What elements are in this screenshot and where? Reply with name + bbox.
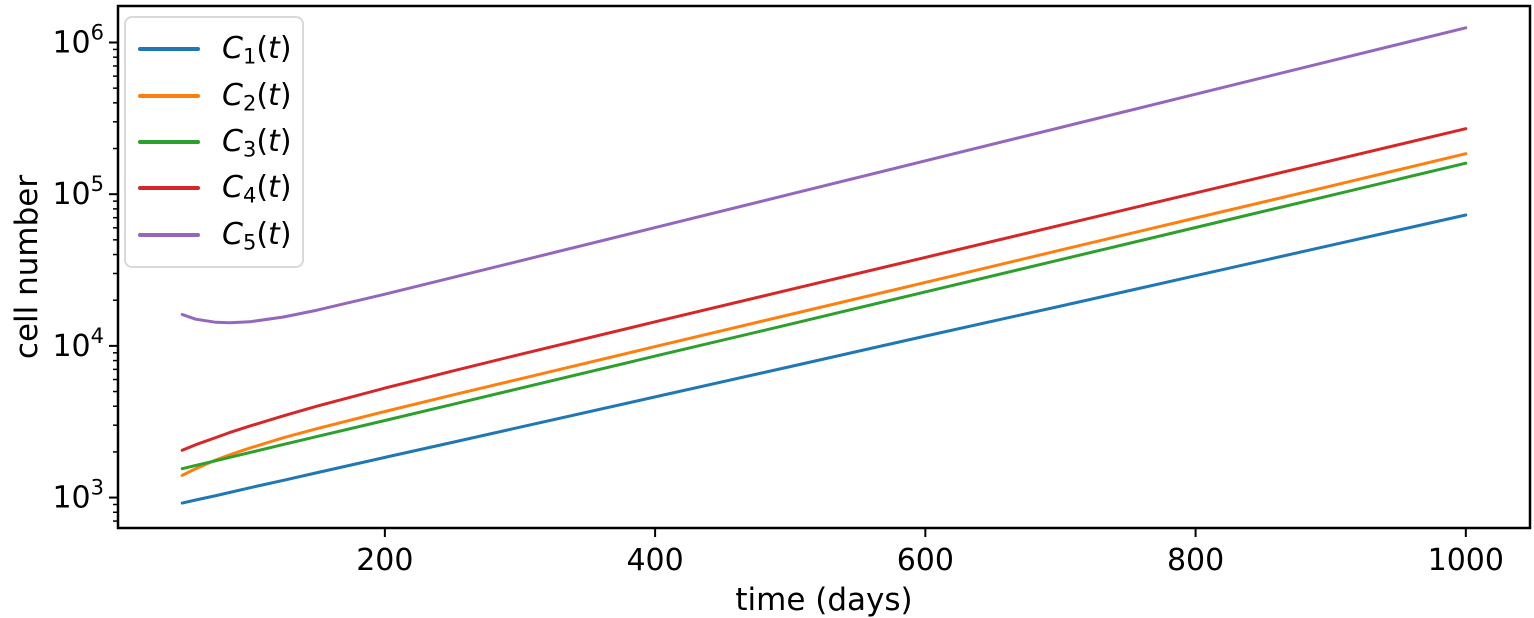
x-tick-label: 400 xyxy=(626,543,683,578)
legend-line-sample-c4 xyxy=(138,186,200,191)
y-tick-label: 105 xyxy=(52,172,104,212)
legend-line-sample-c3 xyxy=(138,139,200,144)
series-line-c2 xyxy=(180,152,1468,477)
x-tick-label: 200 xyxy=(356,543,413,578)
legend-line-sample-c5 xyxy=(138,232,200,237)
x-tick-label: 800 xyxy=(1167,543,1224,578)
series-line-c4 xyxy=(180,127,1468,452)
legend-item-c4: C4(t) xyxy=(126,170,302,208)
series-line-c1 xyxy=(180,213,1468,505)
legend-label-c2: C2(t) xyxy=(222,77,292,115)
y-tick-label: 106 xyxy=(52,20,104,60)
y-axis-label: cell number xyxy=(9,174,45,360)
legend-item-c3: C3(t) xyxy=(126,123,302,162)
legend-label-c3: C3(t) xyxy=(222,123,292,162)
legend-label-c1: C1(t) xyxy=(222,31,292,69)
y-tick-label: 103 xyxy=(52,476,104,516)
legend-item-c2: C2(t) xyxy=(126,77,302,115)
legend: C1(t) C2(t) C3(t) C4(t) C5(t) xyxy=(124,16,304,268)
legend-item-c5: C5(t) xyxy=(126,216,302,254)
series-line-c3 xyxy=(180,161,1468,471)
x-tick-label: 600 xyxy=(897,543,954,578)
series-line-c5 xyxy=(180,26,1468,325)
legend-label-c4: C4(t) xyxy=(222,170,292,208)
x-axis-label: time (days) xyxy=(735,582,913,618)
legend-line-sample-c1 xyxy=(138,47,200,52)
axes-frame xyxy=(116,4,1532,530)
y-tick-label: 104 xyxy=(52,324,104,364)
legend-line-sample-c2 xyxy=(138,93,200,98)
legend-item-c1: C1(t) xyxy=(126,31,302,69)
legend-label-c5: C5(t) xyxy=(222,216,292,254)
x-tick-label: 1000 xyxy=(1428,543,1504,578)
